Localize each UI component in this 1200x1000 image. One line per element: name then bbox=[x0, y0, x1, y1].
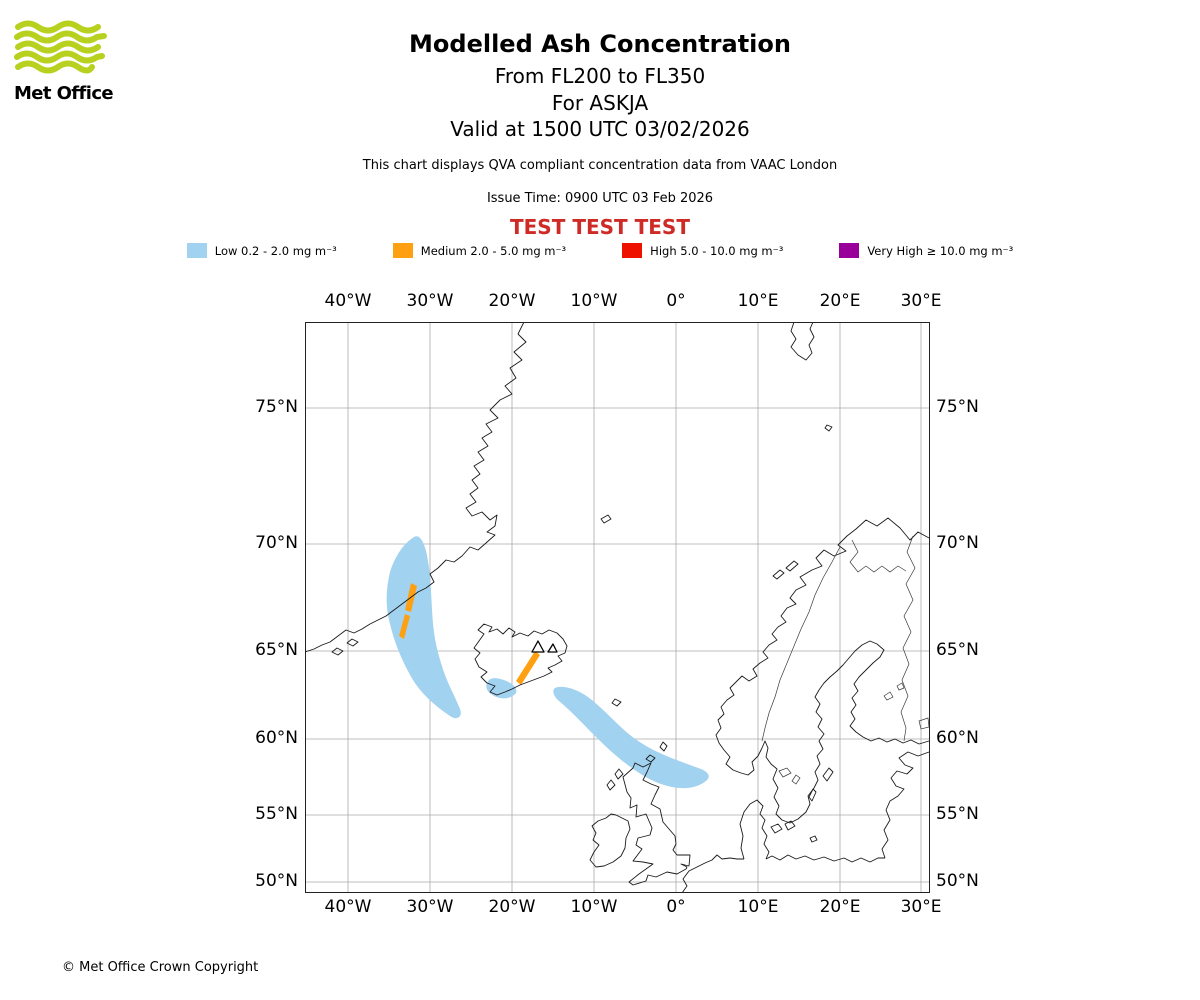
test-banner: TEST TEST TEST bbox=[510, 215, 690, 239]
greenland-islands bbox=[331, 638, 359, 656]
lat-tick-left-60n: 60°N bbox=[255, 728, 298, 748]
lon-tick-bottom-30e: 30°E bbox=[900, 897, 942, 917]
scandinavia-coast bbox=[715, 517, 930, 824]
legend-item-very-high: Very High ≥ 10.0 mg m⁻³ bbox=[839, 243, 1013, 258]
lofoten-islands bbox=[772, 560, 799, 580]
lon-tick-top-10w: 10°W bbox=[570, 291, 618, 311]
shetland-islands bbox=[659, 741, 668, 752]
lon-tick-top-10e: 10°E bbox=[737, 291, 779, 311]
greenland-coast bbox=[305, 322, 527, 653]
lon-tick-bottom-0: 0° bbox=[666, 897, 686, 917]
jan-mayen-island bbox=[600, 514, 612, 524]
subtitle-volcano: For ASKJA bbox=[551, 91, 649, 115]
legend-swatch-very-high bbox=[839, 243, 860, 258]
map-border bbox=[305, 322, 930, 893]
lat-tick-right-55n: 55°N bbox=[936, 804, 979, 824]
volcano-triangle-secondary bbox=[547, 643, 558, 653]
legend-label-high: High 5.0 - 10.0 mg m⁻³ bbox=[650, 243, 784, 258]
lon-tick-bottom-10w: 10°W bbox=[570, 897, 618, 917]
lon-tick-bottom-20e: 20°E bbox=[819, 897, 861, 917]
legend-swatch-low bbox=[186, 243, 207, 258]
ash-plume-low-scotland bbox=[553, 686, 709, 789]
lon-tick-bottom-20w: 20°W bbox=[488, 897, 536, 917]
lon-tick-top-40w: 40°W bbox=[324, 291, 372, 311]
gotland-island bbox=[822, 767, 834, 782]
orkney-islands bbox=[645, 754, 656, 763]
norway-sweden-border bbox=[761, 546, 841, 742]
lon-tick-top-30w: 30°W bbox=[406, 291, 454, 311]
lon-tick-bottom-40w: 40°W bbox=[324, 897, 372, 917]
continental-northsea-coast bbox=[681, 854, 744, 893]
hebrides-islands bbox=[606, 768, 624, 791]
legend-label-very-high: Very High ≥ 10.0 mg m⁻³ bbox=[867, 243, 1014, 258]
lat-tick-right-50n: 50°N bbox=[936, 871, 979, 891]
iceland-coast bbox=[473, 623, 568, 696]
met-office-logo: Met Office bbox=[14, 20, 118, 104]
volcano-triangle-askja bbox=[531, 640, 545, 653]
scandinavian-lakes bbox=[778, 682, 930, 785]
south-baltic-coast bbox=[765, 854, 885, 863]
lat-tick-left-65n: 65°N bbox=[255, 640, 298, 660]
lat-tick-right-65n: 65°N bbox=[936, 640, 979, 660]
lon-tick-top-0: 0° bbox=[666, 291, 686, 311]
bear-island bbox=[824, 424, 833, 432]
met-office-logo-text: Met Office bbox=[14, 83, 114, 104]
legend-item-high: High 5.0 - 10.0 mg m⁻³ bbox=[622, 243, 783, 258]
legend: Low 0.2 - 2.0 mg m⁻³ Medium 2.0 - 5.0 mg… bbox=[0, 243, 1200, 258]
lat-tick-left-50n: 50°N bbox=[255, 871, 298, 891]
legend-label-medium: Medium 2.0 - 5.0 mg m⁻³ bbox=[420, 243, 567, 258]
lat-tick-left-55n: 55°N bbox=[255, 804, 298, 824]
faroe-islands bbox=[611, 698, 622, 707]
copyright-notice: © Met Office Crown Copyright bbox=[62, 960, 259, 975]
met-office-wave-icon bbox=[14, 20, 107, 74]
volcano-marker-icon bbox=[531, 640, 558, 653]
subtitle-valid-time: Valid at 1500 UTC 03/02/2026 bbox=[450, 117, 750, 141]
subtitle-flight-levels: From FL200 to FL350 bbox=[494, 64, 706, 88]
ash-plume-low bbox=[386, 536, 709, 789]
issue-time: Issue Time: 0900 UTC 03 Feb 2026 bbox=[486, 191, 714, 206]
legend-item-low: Low 0.2 - 2.0 mg m⁻³ bbox=[186, 243, 337, 258]
legend-label-low: Low 0.2 - 2.0 mg m⁻³ bbox=[214, 243, 337, 258]
ash-concentration-map bbox=[305, 322, 930, 893]
lapland-borders bbox=[849, 539, 907, 573]
ireland-coast bbox=[589, 813, 631, 868]
legend-item-medium: Medium 2.0 - 5.0 mg m⁻³ bbox=[392, 243, 567, 258]
britain-coast bbox=[622, 762, 691, 886]
svalbard-south-tip bbox=[790, 322, 815, 361]
legend-swatch-medium bbox=[392, 243, 413, 258]
lon-tick-top-20e: 20°E bbox=[819, 291, 861, 311]
lat-tick-right-60n: 60°N bbox=[936, 728, 979, 748]
lon-tick-bottom-10e: 10°E bbox=[737, 897, 779, 917]
page-title: Modelled Ash Concentration bbox=[409, 30, 791, 58]
legend-swatch-high bbox=[622, 243, 643, 258]
lon-tick-top-30e: 30°E bbox=[900, 291, 942, 311]
ash-plume-low-greenland-sea bbox=[386, 536, 461, 719]
denmark-islands bbox=[770, 820, 796, 834]
lon-tick-top-20w: 20°W bbox=[488, 291, 536, 311]
lat-tick-right-75n: 75°N bbox=[936, 397, 979, 417]
coastlines bbox=[305, 322, 930, 893]
lon-tick-bottom-30w: 30°W bbox=[406, 897, 454, 917]
ash-plume-medium-iceland bbox=[516, 651, 540, 685]
ash-plume-medium-greenland-2 bbox=[399, 614, 410, 639]
country-borders bbox=[761, 535, 930, 785]
lat-tick-left-75n: 75°N bbox=[255, 397, 298, 417]
bornholm-island bbox=[809, 835, 818, 843]
finland-russia-border bbox=[900, 535, 916, 742]
lat-tick-right-70n: 70°N bbox=[936, 533, 979, 553]
lat-tick-left-70n: 70°N bbox=[255, 533, 298, 553]
compliance-note: This chart displays QVA compliant concen… bbox=[362, 158, 838, 173]
denmark-jutland-coast bbox=[739, 799, 770, 860]
baltic-states-coast bbox=[881, 751, 930, 859]
oland-island bbox=[808, 788, 817, 802]
